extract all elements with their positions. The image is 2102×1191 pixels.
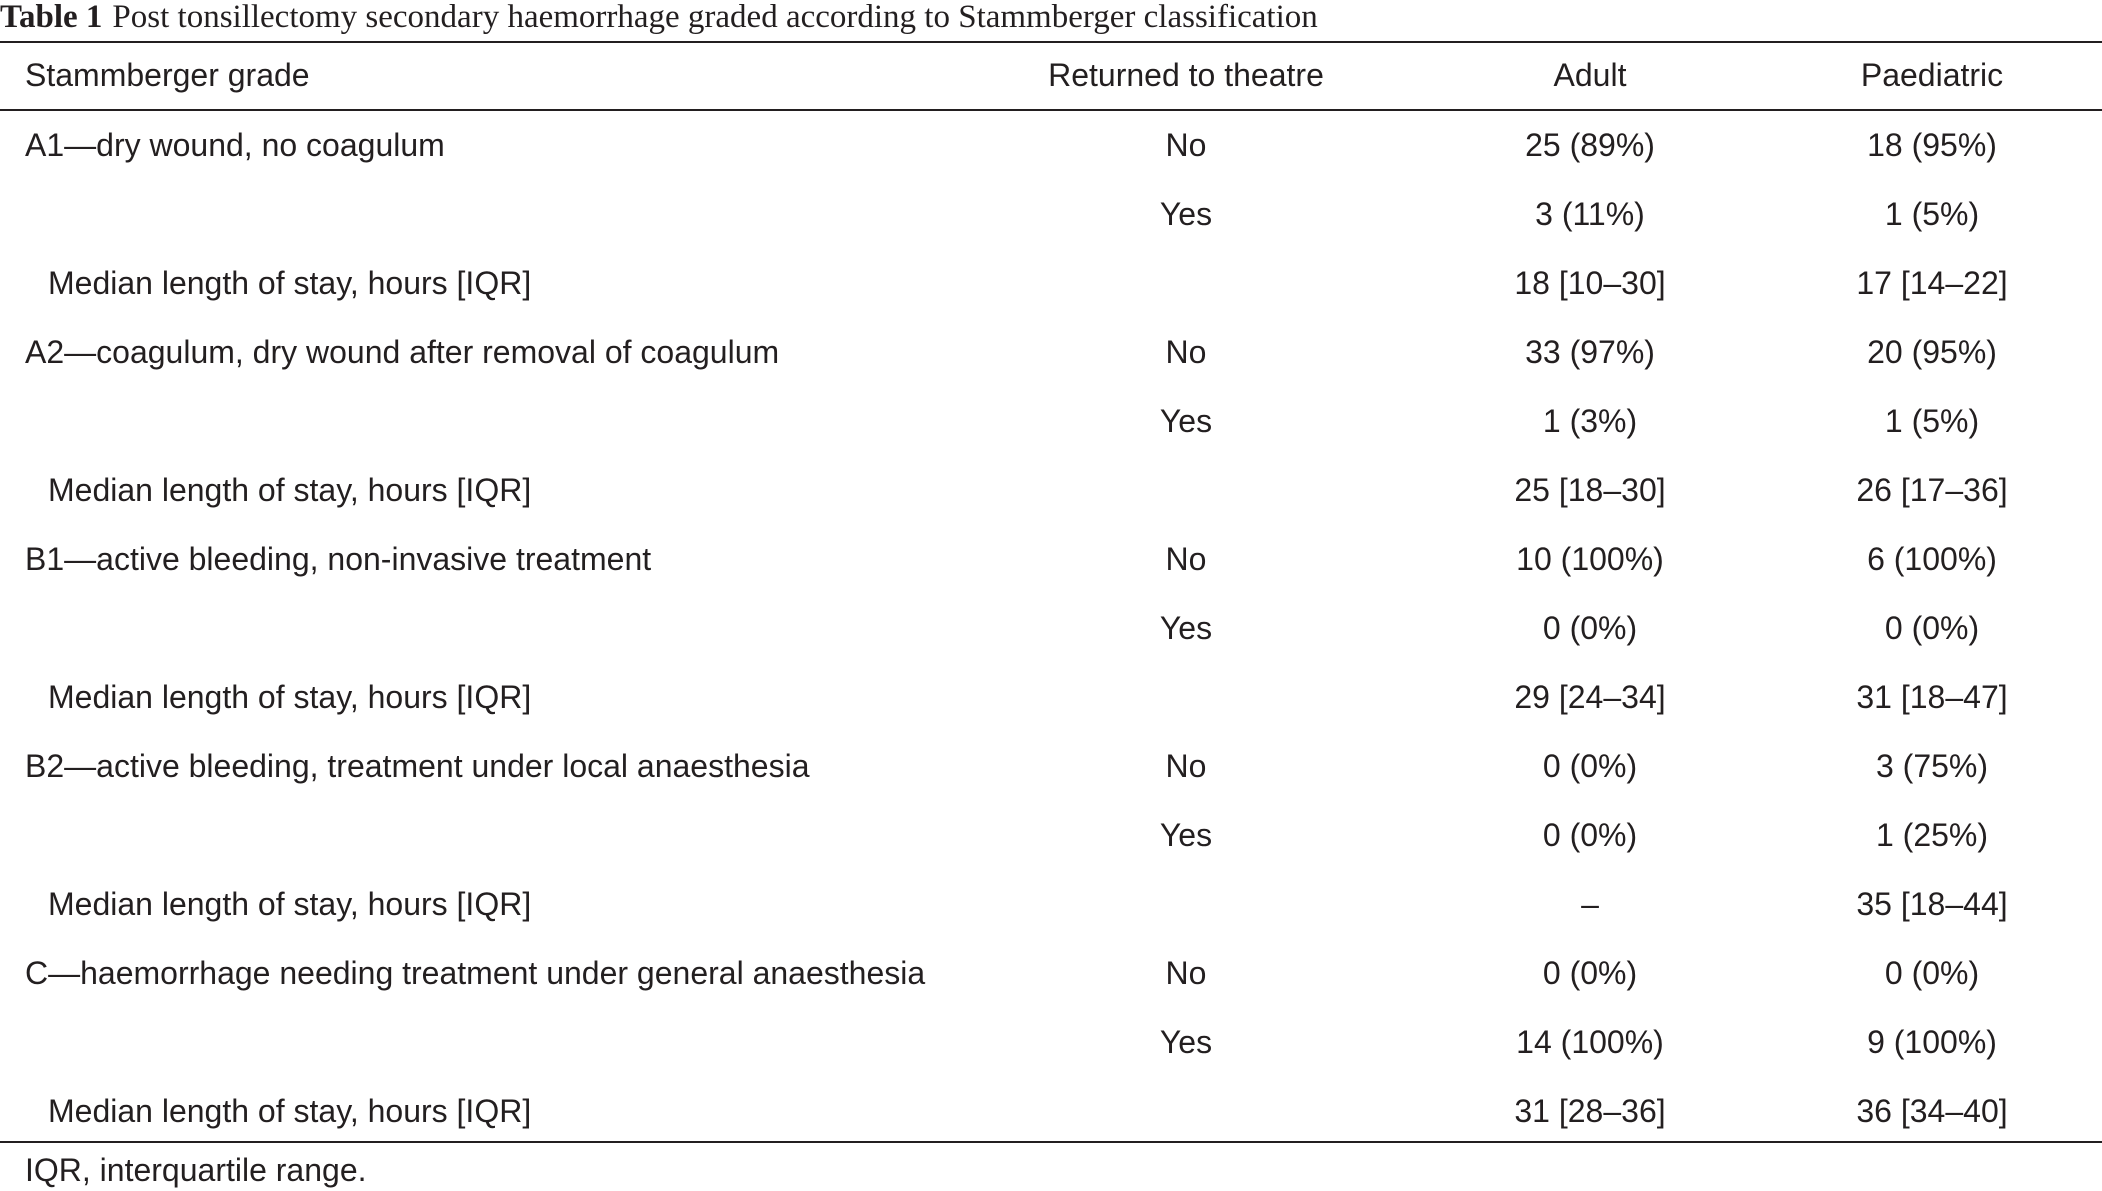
cell-adult: 0 (0%) xyxy=(1542,817,1638,853)
cell-paediatric: 26 [17–36] xyxy=(1856,472,2008,508)
cell-returned-to-theatre: Yes xyxy=(1159,610,1213,646)
cell-returned-to-theatre xyxy=(1036,663,1336,732)
table-caption-label: Table 1 xyxy=(0,0,103,35)
cell-adult: 1 (3%) xyxy=(1542,403,1638,439)
table-row: B2—active bleeding, treatment under loca… xyxy=(0,732,2102,801)
cell-stammberger-grade: B2—active bleeding, treatment under loca… xyxy=(25,748,810,784)
cell-stammberger-grade: Median length of stay, hours [IQR] xyxy=(48,679,532,715)
cell-returned-to-theatre: Yes xyxy=(1159,817,1213,853)
table-row: Median length of stay, hours [IQR] 31 [28… xyxy=(0,1077,2102,1146)
cell-adult: 33 (97%) xyxy=(1525,334,1655,370)
table-bottom-rule xyxy=(0,1141,2102,1143)
cell-paediatric: 1 (25%) xyxy=(1875,817,1989,853)
table-row: Median length of stay, hours [IQR] 29 [24… xyxy=(0,663,2102,732)
cell-adult: 0 (0%) xyxy=(1542,610,1638,646)
cell-paediatric: 9 (100%) xyxy=(1867,1024,1997,1060)
cell-paediatric: 35 [18–44] xyxy=(1856,886,2008,922)
cell-paediatric: 1 (5%) xyxy=(1884,196,1980,232)
table-row: B1—active bleeding, non-invasive treatme… xyxy=(0,525,2102,594)
cell-returned-to-theatre: No xyxy=(1165,334,1207,370)
cell-stammberger-grade: B1—active bleeding, non-invasive treatme… xyxy=(25,541,652,577)
cell-returned-to-theatre: Yes xyxy=(1159,196,1213,232)
cell-returned-to-theatre: No xyxy=(1165,748,1207,784)
data-table: Stammberger grade Returned to theatre Ad… xyxy=(0,42,2102,1129)
cell-returned-to-theatre: Yes xyxy=(1159,403,1213,439)
cell-adult: 0 (0%) xyxy=(1542,955,1638,991)
cell-paediatric: 0 (0%) xyxy=(1884,610,1980,646)
cell-stammberger-grade: C—haemorrhage needing treatment under ge… xyxy=(25,955,926,991)
table-footnote: IQR, interquartile range. xyxy=(25,1152,367,1188)
header-stammberger-grade: Stammberger grade xyxy=(25,57,310,93)
cell-stammberger-grade: Median length of stay, hours [IQR] xyxy=(48,1093,532,1129)
table-body: A1—dry wound, no coagulum No 25 (89%) 18 (9… xyxy=(0,111,2102,1146)
cell-adult: 18 [10–30] xyxy=(1514,265,1666,301)
cell-adult: 31 [28–36] xyxy=(1514,1093,1666,1129)
table-header-rule xyxy=(0,109,2102,111)
cell-adult: 25 [18–30] xyxy=(1514,472,1666,508)
cell-stammberger-grade: Median length of stay, hours [IQR] xyxy=(48,886,532,922)
table-header-row: Stammberger grade Returned to theatre Ad… xyxy=(0,42,2102,109)
table-row: Yes 1 (3%) 1 (5%) xyxy=(0,387,2102,456)
header-returned-to-theatre: Returned to theatre xyxy=(1048,57,1324,93)
cell-adult: 29 [24–34] xyxy=(1514,679,1666,715)
table-row: Median length of stay, hours [IQR] 25 [18… xyxy=(0,456,2102,525)
header-paediatric: Paediatric xyxy=(1860,57,2004,93)
cell-paediatric: 17 [14–22] xyxy=(1856,265,2008,301)
header-adult: Adult xyxy=(1553,57,1627,93)
cell-returned-to-theatre: No xyxy=(1165,127,1207,163)
cell-paediatric: 18 (95%) xyxy=(1867,127,1997,163)
cell-paediatric: 6 (100%) xyxy=(1867,541,1997,577)
table-caption: Table 1 Post tonsillectomy secondary haem… xyxy=(0,0,1318,38)
cell-paediatric: 0 (0%) xyxy=(1884,955,1980,991)
cell-paediatric: 20 (95%) xyxy=(1867,334,1997,370)
cell-stammberger-grade: Median length of stay, hours [IQR] xyxy=(48,265,532,301)
cell-returned-to-theatre: No xyxy=(1165,541,1207,577)
cell-stammberger-grade: Median length of stay, hours [IQR] xyxy=(48,472,532,508)
cell-adult: – xyxy=(1581,886,1599,922)
cell-adult: 0 (0%) xyxy=(1542,748,1638,784)
cell-adult: 10 (100%) xyxy=(1516,541,1664,577)
cell-adult: 25 (89%) xyxy=(1525,127,1655,163)
table-row: Median length of stay, hours [IQR] 18 [10… xyxy=(0,249,2102,318)
cell-returned-to-theatre xyxy=(1036,870,1336,939)
table-row: Yes 14 (100%) 9 (100%) xyxy=(0,1008,2102,1077)
cell-returned-to-theatre xyxy=(1036,1077,1336,1146)
cell-paediatric: 1 (5%) xyxy=(1884,403,1980,439)
cell-paediatric: 31 [18–47] xyxy=(1856,679,2008,715)
cell-returned-to-theatre xyxy=(1036,249,1336,318)
table-row: Median length of stay, hours [IQR] – 35 [1… xyxy=(0,870,2102,939)
cell-returned-to-theatre xyxy=(1036,456,1336,525)
table-row: C—haemorrhage needing treatment under ge… xyxy=(0,939,2102,1008)
table-row: A2—coagulum, dry wound after removal of … xyxy=(0,318,2102,387)
cell-stammberger-grade: A1—dry wound, no coagulum xyxy=(25,127,445,163)
cell-adult: 14 (100%) xyxy=(1516,1024,1664,1060)
cell-paediatric: 3 (75%) xyxy=(1875,748,1989,784)
cell-paediatric: 36 [34–40] xyxy=(1856,1093,2008,1129)
table-row: Yes 3 (11%) 1 (5%) xyxy=(0,180,2102,249)
cell-returned-to-theatre: Yes xyxy=(1159,1024,1213,1060)
cell-stammberger-grade: A2—coagulum, dry wound after removal of … xyxy=(25,334,780,370)
cell-returned-to-theatre: No xyxy=(1165,955,1207,991)
table-row: Yes 0 (0%) 1 (25%) xyxy=(0,801,2102,870)
cell-adult: 3 (11%) xyxy=(1535,196,1645,232)
table-row: Yes 0 (0%) 0 (0%) xyxy=(0,594,2102,663)
table-caption-text: Post tonsillectomy secondary haemorrhage… xyxy=(112,0,1318,35)
table-top-rule xyxy=(0,41,2102,43)
table-row: A1—dry wound, no coagulum No 25 (89%) 18 (9… xyxy=(0,111,2102,180)
